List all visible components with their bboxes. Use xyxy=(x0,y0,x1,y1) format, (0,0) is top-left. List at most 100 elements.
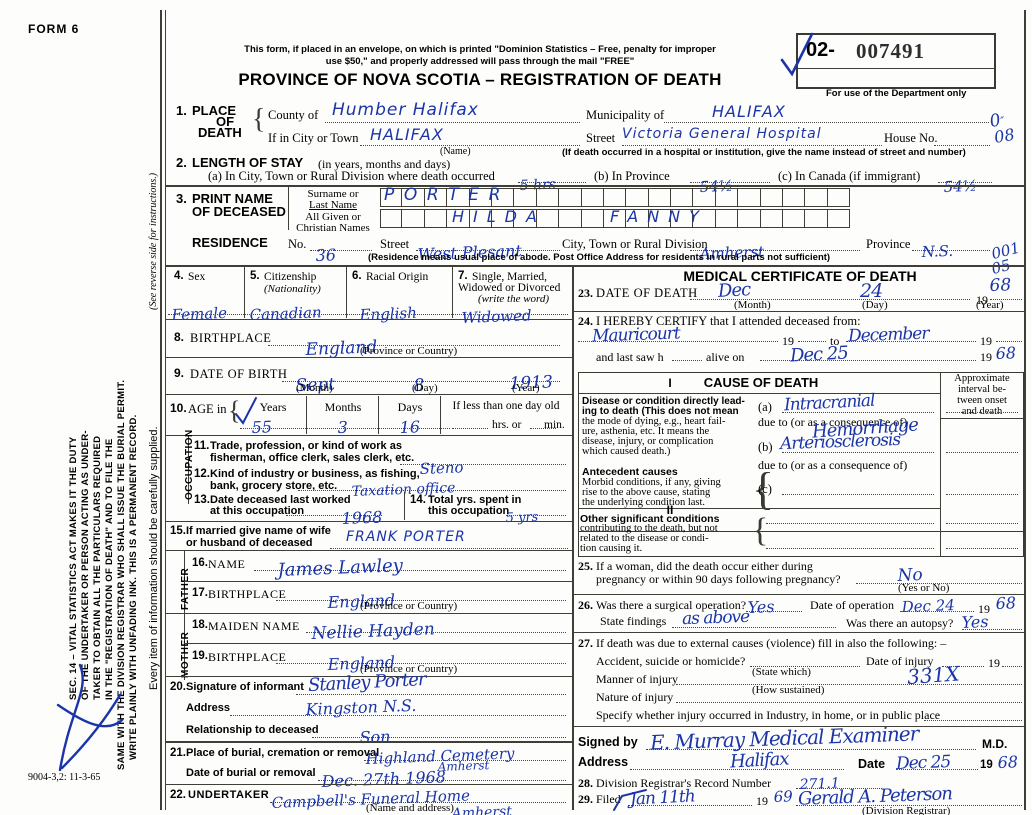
section-25-line-2: pregnancy or within 90 days following pr… xyxy=(596,572,841,586)
section-27-injdate-label: Date of injury xyxy=(866,654,934,668)
house-label: House No. xyxy=(884,131,938,145)
section-1-label-2: OF xyxy=(216,114,235,129)
section-26-date-year: 68 xyxy=(995,593,1017,613)
cause-part1-line-3: the mode of dying, e.g., heart fail- xyxy=(582,416,726,427)
section-6-number: 6. xyxy=(352,270,362,282)
section-12-label-1: Kind of industry or business, as fishing… xyxy=(210,468,420,480)
section-23-year-prefix: 19 xyxy=(976,293,988,307)
section-23-year-line xyxy=(990,299,1022,300)
section-2-sublabel: (in years, months and days) xyxy=(318,157,451,171)
section-13-value: 1968 xyxy=(341,507,383,528)
section-26-label: Was there a surgical operation? xyxy=(596,598,747,612)
cause-roman-2: II xyxy=(666,503,674,517)
divider-main-split xyxy=(165,265,1025,267)
signoff-address-value: Halifax xyxy=(729,748,790,773)
cause-part2-line-1: contributing to the death, but not xyxy=(580,523,718,534)
cause-of-death-box xyxy=(578,372,1024,532)
residence-street-label: Street xyxy=(380,237,410,251)
section-3-label-2: OF DECEASED xyxy=(192,204,286,219)
cause-c-line xyxy=(782,494,934,495)
section-20-addr-line xyxy=(230,715,566,716)
section-24-from-line xyxy=(578,341,778,342)
section-11-number: 11. xyxy=(194,440,210,452)
section-27-nature-line xyxy=(676,702,1022,703)
cause-part2-box xyxy=(578,508,1024,557)
section-28-number: 28. xyxy=(578,776,593,790)
residence-no-label: No. xyxy=(288,237,307,251)
divider-after-mother xyxy=(165,676,572,677)
section-1-label-3: DEATH xyxy=(198,125,242,140)
section-12-label-2: bank, grocery store, etc. xyxy=(210,480,338,492)
section-22-label: UNDERTAKER xyxy=(188,789,270,801)
stay-b-label: (b) In Province xyxy=(594,169,670,183)
cause-b-line xyxy=(782,452,934,453)
cause-roman-1: I xyxy=(668,376,672,390)
divider-after-sec8 xyxy=(165,357,572,358)
section-24-19-c: 19 xyxy=(980,350,992,364)
divider-after-occupation xyxy=(165,521,572,522)
frame-left-rule-thin xyxy=(165,10,166,810)
cause-part2-line-a xyxy=(766,523,934,524)
age-checkmark-icon xyxy=(235,397,257,425)
house-line xyxy=(934,145,990,146)
cause-a-line xyxy=(782,412,934,413)
page-title: PROVINCE OF NOVA SCOTIA – REGISTRATION O… xyxy=(238,70,722,89)
section-27-injdate-19: 19 xyxy=(988,656,1000,670)
section-27-number: 27. xyxy=(578,636,593,650)
surname-value: PORTER xyxy=(384,185,510,205)
occupation-side-rule xyxy=(188,436,189,504)
section-25-caption: (Yes or No) xyxy=(898,582,950,594)
section-26-findings-line xyxy=(672,627,836,628)
md-label: M.D. xyxy=(982,737,1008,751)
interval-header-rule xyxy=(940,418,1024,419)
section-22-line xyxy=(270,802,566,803)
section-11-line xyxy=(400,464,566,465)
signoff-date-line xyxy=(896,769,978,770)
form-code: 9004-3,2: 11-3-65 xyxy=(28,772,101,783)
section-4-label: Sex xyxy=(188,271,206,283)
section-23-cap-month: (Month) xyxy=(734,299,771,311)
section-27-manner-line xyxy=(676,684,1022,685)
section-4-number: 4. xyxy=(174,270,184,282)
surname-label-1: Surname or xyxy=(307,188,359,200)
cause-part2-interval-a xyxy=(946,523,1018,524)
section-24-lastsaw-value: Dec 25 xyxy=(789,342,849,367)
sec6-7-divider xyxy=(452,266,453,318)
surname-grid[interactable] xyxy=(380,188,851,207)
residence-city-label: City, Town or Rural Division xyxy=(562,237,708,251)
divider-after-sec7 xyxy=(165,319,572,320)
section-14-value: 5 yrs xyxy=(505,509,539,526)
section-28-label: Division Registrar's Record Number xyxy=(596,776,772,790)
section-23-label: DATE OF DEATH xyxy=(596,286,698,300)
divider-after-sec26 xyxy=(574,632,1024,633)
sec4-7-underline xyxy=(168,314,568,315)
dept-only-label: For use of the Department only xyxy=(826,88,967,99)
section-26-date-line xyxy=(900,611,974,612)
section-9-cap-month: (Month) xyxy=(296,382,333,394)
cause-part2-interval-rule xyxy=(940,508,941,556)
section-27-acc-caption: (State which) xyxy=(752,666,811,678)
section-20-addr-label: Address xyxy=(186,702,231,714)
envelope-note-line-1: This form, if placed in an envelope, on … xyxy=(244,44,716,55)
cause-part1-line-2: ing to death (This does not mean xyxy=(582,406,739,417)
age-col-lessday: If less than one day old xyxy=(452,400,560,412)
age-min-label: min. xyxy=(544,419,565,431)
hospital-note: (If death occurred in a hospital or inst… xyxy=(562,147,966,158)
interval-a-line xyxy=(946,412,1018,413)
cause-part2-rule xyxy=(578,508,940,509)
section-12-number: 12. xyxy=(194,468,210,480)
filed-checkmark-icon xyxy=(613,789,647,811)
given-names-grid[interactable] xyxy=(380,209,851,228)
section-29-month-line xyxy=(628,805,752,806)
divider-sec18-19 xyxy=(184,643,572,644)
section-15-label-2: or husband of deceased xyxy=(186,537,313,549)
section-9-cap-day: (Day) xyxy=(412,382,438,394)
section-29-registrar-line xyxy=(796,805,1022,806)
divider-after-sec27 xyxy=(574,726,1024,727)
section-18-number: 18. xyxy=(192,619,208,631)
interval-label-4: and death xyxy=(961,406,1003,417)
side-notice-line-8: (See reverse side for instructions.) xyxy=(148,172,159,310)
registration-number: 007491 xyxy=(856,39,925,63)
section-11-label-2: fisherman, office clerk, sales clerk, et… xyxy=(210,452,415,464)
section-26-number: 26. xyxy=(578,598,593,612)
